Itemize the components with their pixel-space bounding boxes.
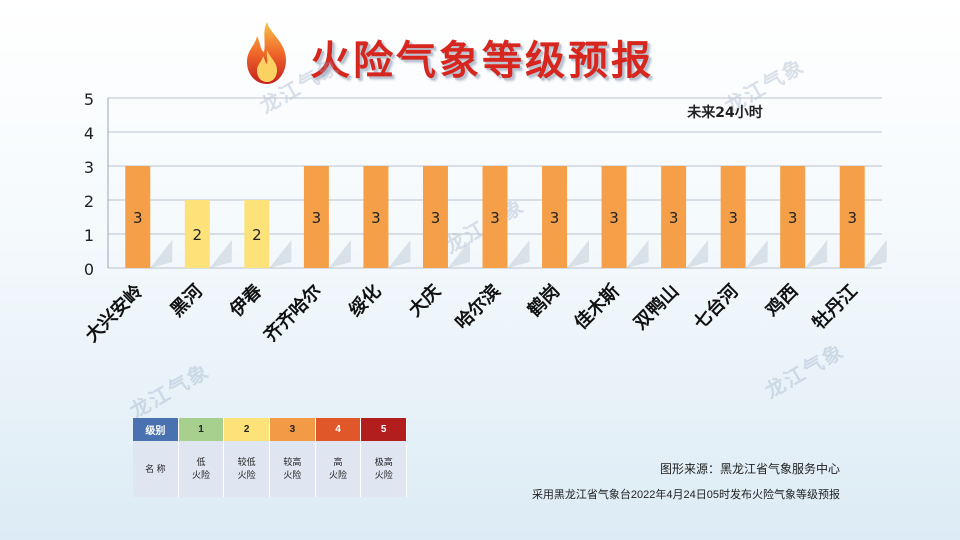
legend-header-cell: 4 [315,418,362,441]
y-tick-label: 4 [84,124,94,143]
bar-shadow [328,240,351,268]
legend-name-cell: 极高 火险 [361,441,408,497]
legend-name-row: 名 称低 火险 较低 火险 较高 火险高 火险 极高 火险 [133,441,408,497]
y-tick-label: 1 [84,226,94,245]
data-label: 3 [728,209,738,227]
bar-绥化 [363,166,389,268]
y-tick-label: 0 [84,260,94,279]
fire-level-legend: 级别 1 2 3 4 5 名 称低 火险 较低 火险 较高 火险高 火险 极高 火险 [133,418,408,497]
bar-大兴安岭 [125,166,151,268]
y-tick-label: 2 [84,192,94,211]
y-tick-label: 3 [84,158,94,177]
bar-黑河 [184,200,210,268]
data-label: 3 [609,209,619,227]
bar-shadow [447,240,470,268]
y-axis-ticks: 0 1 2 3 4 5 [84,90,94,279]
data-labels: 3 2 2 3 3 3 3 3 3 3 3 3 3 [133,209,857,244]
source-text: 图形来源：黑龙江省气象服务中心 [659,462,840,476]
bar-哈尔滨 [482,166,508,268]
page-title: 火险气象等级预报 [310,38,654,84]
bar-齐齐哈尔 [303,166,329,268]
bar-shadows [150,240,887,268]
bar-shadow [150,240,173,268]
flame-icon [247,22,286,84]
x-tick-label: 伊春 [225,279,267,321]
bars [125,166,865,268]
bar-佳木斯 [601,166,627,268]
bar-shadow [626,240,649,268]
bar-鹤岗 [542,166,568,268]
bar-shadow [507,240,530,268]
chart-annotation: 未来24小时 [687,104,762,121]
title-block: 火险气象等级预报 [240,18,720,88]
data-label: 3 [550,209,560,227]
bar-shadow [864,240,887,268]
bar-shadow [686,240,709,268]
legend-name-cell: 较高 火险 [270,441,316,497]
data-label: 3 [371,209,381,227]
bar-shadow [745,240,768,268]
data-label: 3 [847,209,857,227]
bar-双鸭山 [661,166,687,268]
x-tick-label: 齐齐哈尔 [259,280,325,346]
legend-header-cell: 级别 [133,418,179,441]
bar-shadow [388,240,411,268]
x-tick-label: 双鸭山 [629,280,683,334]
bar-七台河 [720,166,746,268]
legend-header-row: 级别 1 2 3 4 5 [133,418,408,441]
legend-name-cell: 低 火险 [179,441,225,497]
bar-shadow [269,240,292,268]
data-label: 3 [788,209,798,227]
data-label: 2 [193,226,203,244]
x-tick-label: 黑河 [167,281,207,321]
data-label: 3 [669,209,679,227]
x-tick-label: 佳木斯 [570,280,624,334]
x-tick-label: 大兴安岭 [81,280,147,346]
x-tick-label: 牡丹江 [808,280,862,334]
data-label: 3 [431,209,441,227]
legend-name-cell: 高 火险 [316,441,362,497]
bar-牡丹江 [839,166,865,268]
data-label: 3 [490,209,500,227]
x-tick-label: 大庆 [404,280,445,321]
bar-大庆 [422,166,448,268]
bar-shadow [805,240,828,268]
legend-name-cell: 较低 火险 [224,441,271,497]
x-tick-label: 哈尔滨 [451,280,505,334]
data-label: 3 [133,209,143,227]
bar-shadow [209,240,232,268]
data-label: 3 [312,209,322,227]
x-tick-label: 七台河 [689,280,743,334]
legend-header-cell: 2 [224,418,271,441]
x-tick-label: 鹤岗 [523,280,564,321]
bar-shadow [567,240,590,268]
legend-header-cell: 3 [270,418,316,441]
x-tick-label: 绥化 [344,280,385,321]
x-tick-label: 鸡西 [761,280,803,322]
release-note: 采用黑龙江省气象台2022年4月24日05时发布火险气象等级预报 [531,489,840,501]
legend-header-cell: 1 [178,418,225,441]
bar-伊春 [244,200,270,268]
data-label: 2 [252,226,262,244]
bar-鸡西 [780,166,806,268]
y-tick-label: 5 [84,90,94,109]
legend-header-cell: 5 [361,418,408,441]
legend-name-cell: 名 称 [133,441,179,497]
